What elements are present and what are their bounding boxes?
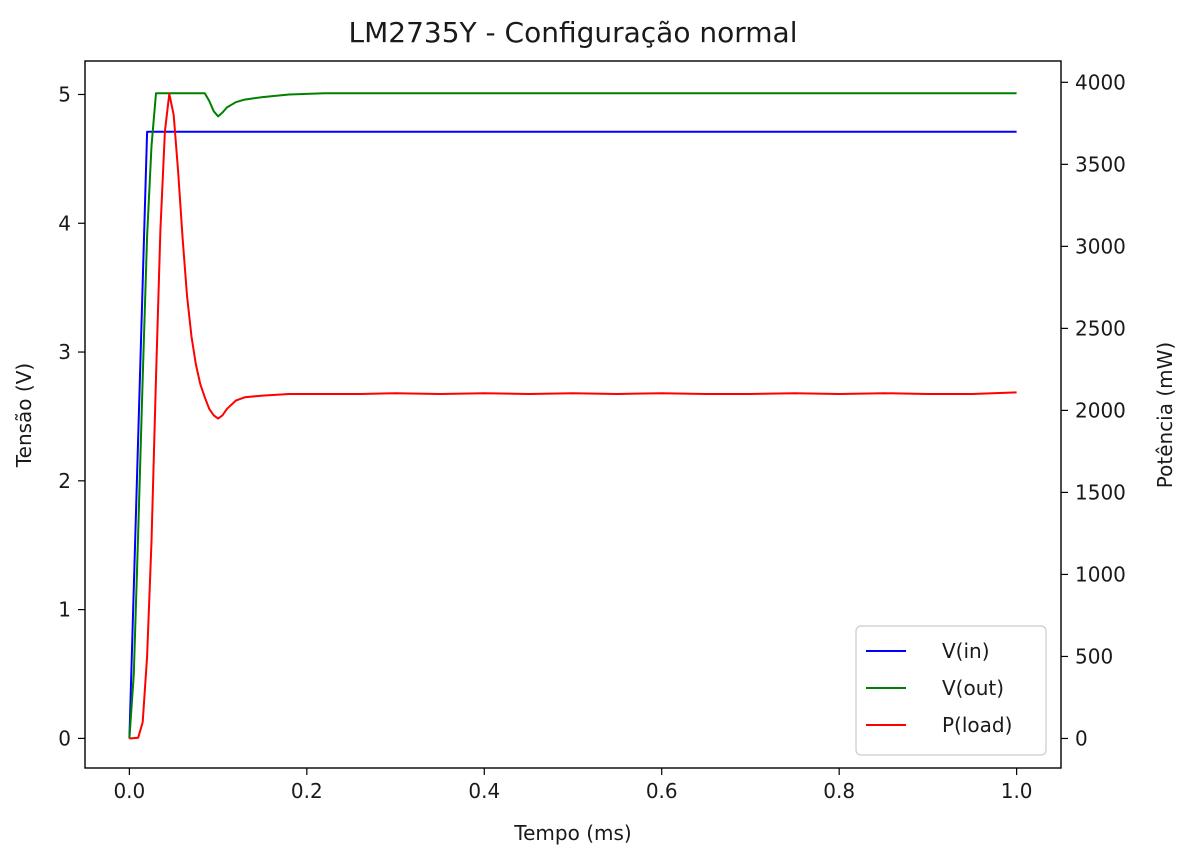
x-tick-label: 0.8 xyxy=(823,779,855,803)
y-tick-label: 4 xyxy=(58,211,71,235)
x-tick-label: 0.6 xyxy=(646,779,678,803)
legend-label: P(load) xyxy=(942,713,1012,737)
chart-title: LM2735Y - Configuração normal xyxy=(349,16,798,49)
x-tick-label: 0.0 xyxy=(113,779,145,803)
legend-label: V(in) xyxy=(942,639,990,663)
y-axis-left: 0 1 2 3 4 5 xyxy=(58,82,85,750)
y2-tick-label: 3000 xyxy=(1075,234,1126,258)
x-tick-label: 1.0 xyxy=(1001,779,1033,803)
y2-tick-label: 2500 xyxy=(1075,316,1126,340)
plot-area xyxy=(84,60,1062,769)
plot-frame xyxy=(84,60,1062,769)
y-tick-label: 0 xyxy=(58,726,71,750)
y2-tick-label: 1000 xyxy=(1075,562,1126,586)
y2-axis-label: Potência (mW) xyxy=(1153,342,1177,488)
y2-tick-label: 0 xyxy=(1075,726,1088,750)
y2-tick-label: 3500 xyxy=(1075,152,1126,176)
y-tick-label: 5 xyxy=(58,82,71,106)
y-tick-label: 2 xyxy=(58,469,71,493)
y2-tick-label: 2000 xyxy=(1075,398,1126,422)
y2-tick-label: 500 xyxy=(1075,644,1113,668)
y-axis-label: Tensão (V) xyxy=(12,363,36,468)
x-tick-label: 0.4 xyxy=(468,779,500,803)
y-tick-label: 3 xyxy=(58,340,71,364)
y-axis-right: 0 500 1000 1500 2000 2500 3000 3500 4000 xyxy=(1061,70,1126,750)
x-axis: 0.0 0.2 0.4 0.6 0.8 1.0 xyxy=(113,768,1033,803)
y2-tick-label: 4000 xyxy=(1075,70,1126,94)
legend-label: V(out) xyxy=(942,676,1004,700)
series-line-v-out xyxy=(128,92,1017,739)
y-tick-label: 1 xyxy=(58,598,71,622)
series-line-v-in xyxy=(128,130,1017,739)
x-axis-label: Tempo (ms) xyxy=(513,821,631,845)
legend: V(in) V(out) P(load) xyxy=(855,625,1047,756)
series-layer xyxy=(128,92,1017,740)
x-tick-label: 0.2 xyxy=(291,779,323,803)
y2-tick-label: 1500 xyxy=(1075,480,1126,504)
legend-box xyxy=(855,625,1047,756)
series-line-p-load xyxy=(129,92,1017,740)
